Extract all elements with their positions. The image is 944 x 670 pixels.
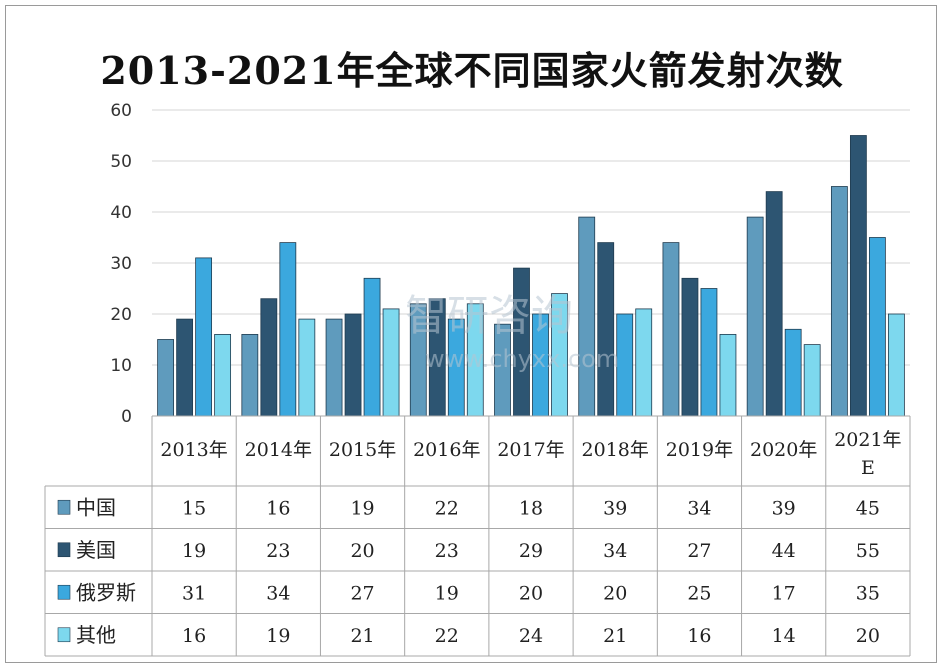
bar bbox=[344, 313, 362, 417]
bar bbox=[746, 216, 764, 417]
table-cell: 39 bbox=[772, 497, 796, 519]
table-cell: 19 bbox=[266, 625, 290, 647]
table-cell: 27 bbox=[687, 540, 711, 562]
series-name: 中国 bbox=[76, 495, 116, 519]
bar bbox=[784, 328, 802, 417]
bar bbox=[662, 242, 680, 417]
category-label: 2015年 bbox=[329, 439, 396, 461]
bar bbox=[176, 318, 194, 417]
table-cell: 23 bbox=[266, 540, 290, 562]
watermark-brand: 智研咨询 bbox=[405, 291, 573, 340]
table-cell: 22 bbox=[435, 497, 459, 519]
table-cell: 16 bbox=[687, 625, 711, 647]
table-cell: 19 bbox=[350, 497, 374, 519]
y-axis: 0 10 20 30 40 50 60 bbox=[110, 101, 132, 427]
table-cell: 39 bbox=[603, 497, 627, 519]
bar bbox=[241, 333, 259, 417]
bar bbox=[635, 308, 653, 417]
table-cell: 29 bbox=[519, 540, 543, 562]
table-cell: 22 bbox=[435, 625, 459, 647]
table-cell: 24 bbox=[519, 625, 543, 647]
table-cell: 44 bbox=[772, 540, 796, 562]
legend-swatch bbox=[57, 584, 71, 600]
bar bbox=[195, 257, 213, 417]
bar bbox=[298, 318, 316, 417]
table-cell: 14 bbox=[772, 625, 796, 647]
y-tick-label: 20 bbox=[110, 305, 132, 325]
bar bbox=[765, 191, 783, 417]
series-name: 俄罗斯 bbox=[76, 580, 136, 604]
table-cell: 19 bbox=[435, 582, 459, 604]
bar bbox=[157, 339, 175, 417]
table-cell: 45 bbox=[856, 497, 880, 519]
bar bbox=[325, 318, 343, 417]
table-cell: 34 bbox=[687, 497, 711, 519]
table-cell: 19 bbox=[182, 540, 206, 562]
bar bbox=[830, 186, 848, 417]
bar bbox=[681, 277, 699, 417]
bar bbox=[803, 344, 821, 417]
table-cell: 16 bbox=[266, 497, 290, 519]
category-label: 2017年 bbox=[497, 439, 564, 461]
table-cell: 20 bbox=[519, 582, 543, 604]
series-name: 美国 bbox=[76, 538, 116, 562]
legend-swatch bbox=[57, 499, 71, 515]
table-cell: 34 bbox=[603, 540, 627, 562]
table-cell: 20 bbox=[350, 540, 374, 562]
table-cell: 27 bbox=[350, 582, 374, 604]
bar bbox=[578, 216, 596, 417]
legend-swatch bbox=[57, 542, 71, 558]
y-tick-label: 60 bbox=[110, 101, 132, 121]
y-tick-label: 30 bbox=[110, 254, 132, 274]
bar bbox=[382, 308, 400, 417]
table-cell: 17 bbox=[772, 582, 796, 604]
legend-swatch bbox=[57, 627, 71, 643]
table-cell: 15 bbox=[182, 497, 206, 519]
bar bbox=[597, 242, 615, 417]
y-tick-label: 40 bbox=[110, 203, 132, 223]
bars bbox=[157, 135, 905, 417]
table-cell: 21 bbox=[603, 625, 627, 647]
table-cell: 35 bbox=[856, 582, 880, 604]
bar bbox=[214, 333, 232, 417]
category-label: 2016年 bbox=[413, 439, 480, 461]
category-label: 2013年 bbox=[160, 439, 227, 461]
series-name: 其他 bbox=[76, 623, 116, 647]
bar bbox=[719, 333, 737, 417]
bar bbox=[279, 242, 297, 417]
bar bbox=[700, 288, 718, 417]
data-table: 2013年 2014年 2015年 2016年 2017年 2018年 2019年 2020年… bbox=[44, 415, 911, 657]
bar bbox=[868, 237, 886, 417]
category-label: 2019年 bbox=[666, 439, 733, 461]
table-cell: 25 bbox=[687, 582, 711, 604]
category-label: 2014年 bbox=[245, 439, 312, 461]
bar bbox=[849, 135, 867, 417]
category-label: 2020年 bbox=[750, 439, 817, 461]
watermark-url: www.chyxx.com bbox=[425, 345, 619, 373]
bar bbox=[363, 277, 381, 417]
y-tick-label: 10 bbox=[110, 356, 132, 376]
table-cell: 55 bbox=[856, 540, 880, 562]
table-cell: 20 bbox=[856, 625, 880, 647]
y-tick-label: 50 bbox=[110, 152, 132, 172]
table-cell: 31 bbox=[182, 582, 206, 604]
category-label: 2021年 E bbox=[834, 429, 901, 479]
chart-title: 2013-2021年全球不同国家火箭发射次数 bbox=[100, 48, 844, 93]
table-cell: 18 bbox=[519, 497, 543, 519]
bar bbox=[887, 313, 905, 417]
table-cell: 23 bbox=[435, 540, 459, 562]
bar bbox=[260, 298, 278, 417]
table-cell: 20 bbox=[603, 582, 627, 604]
table-cell: 34 bbox=[266, 582, 290, 604]
gridlines bbox=[152, 109, 910, 417]
table-cell: 21 bbox=[350, 625, 374, 647]
y-tick-label: 0 bbox=[121, 407, 132, 427]
category-label: 2018年 bbox=[582, 439, 649, 461]
table-cell: 16 bbox=[182, 625, 206, 647]
watermark: 智研咨询 www.chyxx.com bbox=[405, 291, 619, 373]
